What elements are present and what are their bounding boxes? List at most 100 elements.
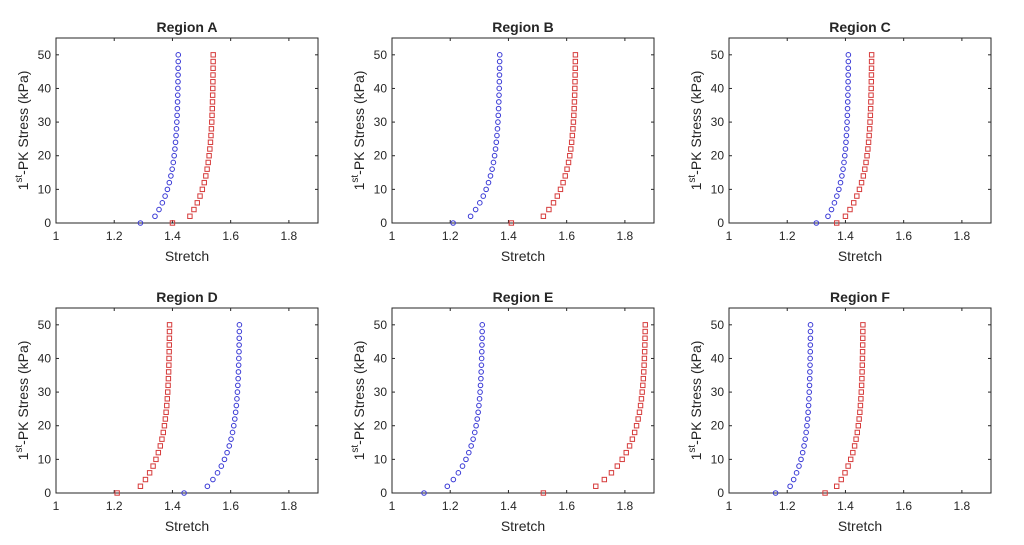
x-axis-label: Stretch [838,248,882,264]
y-tick-label: 0 [380,216,387,230]
data-point-square [847,206,853,213]
x-tick-label: 1.8 [617,499,634,513]
data-point-square [865,139,872,145]
chart-title: Region B [492,19,553,35]
data-point-square [562,173,568,179]
data-point-circle [233,402,240,409]
data-point-circle [801,443,807,449]
data-point-square [153,456,159,463]
data-point-circle [234,396,240,402]
data-point-square [862,166,868,172]
data-point-circle [221,456,228,463]
data-point-circle [171,152,177,159]
data-point-circle [137,220,144,226]
data-point-circle [478,375,484,382]
y-tick-label: 30 [38,115,52,129]
x-tick-label: 1.8 [954,499,971,513]
data-point-circle [491,152,498,159]
y-label-superscript: st [14,445,25,453]
data-point-square [207,146,213,152]
data-point-square [554,193,561,199]
x-tick-label: 1.2 [106,499,123,513]
y-tick-label: 50 [711,318,725,332]
data-point-square [567,153,573,159]
data-point-square [641,362,647,368]
x-axis-label: Stretch [165,518,209,534]
data-point-circle [473,422,479,429]
data-point-square [201,179,207,186]
data-point-circle [479,335,485,342]
data-point-square [557,186,564,193]
data-point-square [208,126,215,132]
data-point-circle [813,220,820,226]
data-point-square [210,72,216,78]
x-tick-label: 1.6 [895,499,912,513]
data-point-circle [496,99,502,105]
data-point-circle [845,78,851,85]
data-point-square [572,79,578,85]
data-point-square [199,186,206,193]
y-axis-label: 1st-PK Stress (kPa) [14,71,31,191]
data-point-square [209,99,216,105]
y-label-base: 1 [15,452,31,460]
data-point-circle [490,159,497,166]
data-point-square [614,463,621,469]
data-point-square [642,328,648,335]
data-point-circle [772,490,779,496]
data-point-square [601,476,608,483]
data-point-square [640,375,647,382]
data-point-square [208,132,214,139]
data-point-square [642,335,648,341]
data-point-circle [236,335,243,342]
data-point-square [860,322,866,328]
data-point-circle [174,92,181,98]
data-point-circle [845,72,851,78]
data-point-circle [845,58,852,65]
x-tick-label: 1.2 [779,229,796,243]
data-point-circle [845,52,852,58]
data-point-square [859,342,866,348]
data-point-circle [476,396,483,402]
data-point-square [210,52,216,58]
x-tick-label: 1.2 [442,499,459,513]
data-point-circle [477,389,483,395]
data-point-square [633,423,640,429]
data-point-circle [229,429,236,436]
x-tick-label: 1.4 [837,499,854,513]
data-point-circle [175,72,181,78]
y-label-base: 1 [15,182,31,190]
chart-panel: Region A 1 1.2 1.4 1.6 1.8 0 10 20 30 40 50 Stretch 1… [14,19,319,264]
x-tick-label: 1.2 [779,499,796,513]
data-point-square [851,443,858,449]
data-point-square [859,362,865,368]
data-point-square [866,126,873,132]
x-tick-label: 1 [389,229,396,243]
x-axis-label: Stretch [165,248,209,264]
y-tick-label: 40 [38,351,52,365]
x-tick-label: 1.6 [222,229,239,243]
data-point-circle [483,186,489,193]
data-point-circle [210,476,216,483]
data-point-square [157,443,164,449]
chart-panel: Region D 1 1.2 1.4 1.6 1.8 0 10 20 30 40 50 Stretch 1… [14,289,319,534]
data-point-circle [807,362,813,368]
data-point-circle [807,369,813,375]
data-point-square [857,402,864,409]
data-point-circle [496,72,503,78]
x-tick-label: 1.4 [164,499,181,513]
y-label-rest: -PK Stress (kPa) [15,341,31,445]
data-point-square [860,328,866,335]
data-point-circle [471,429,478,436]
x-axis-label: Stretch [501,248,545,264]
data-point-circle [807,322,814,328]
data-point-square [642,322,648,328]
data-point-square [623,449,629,456]
y-tick-label: 20 [38,419,52,433]
data-point-circle [479,322,486,328]
data-point-circle [236,322,243,328]
chart-title: Region A [157,19,218,35]
data-point-circle [807,335,814,342]
data-point-circle [235,362,242,368]
x-tick-label: 1 [53,229,60,243]
data-point-circle [843,126,850,132]
